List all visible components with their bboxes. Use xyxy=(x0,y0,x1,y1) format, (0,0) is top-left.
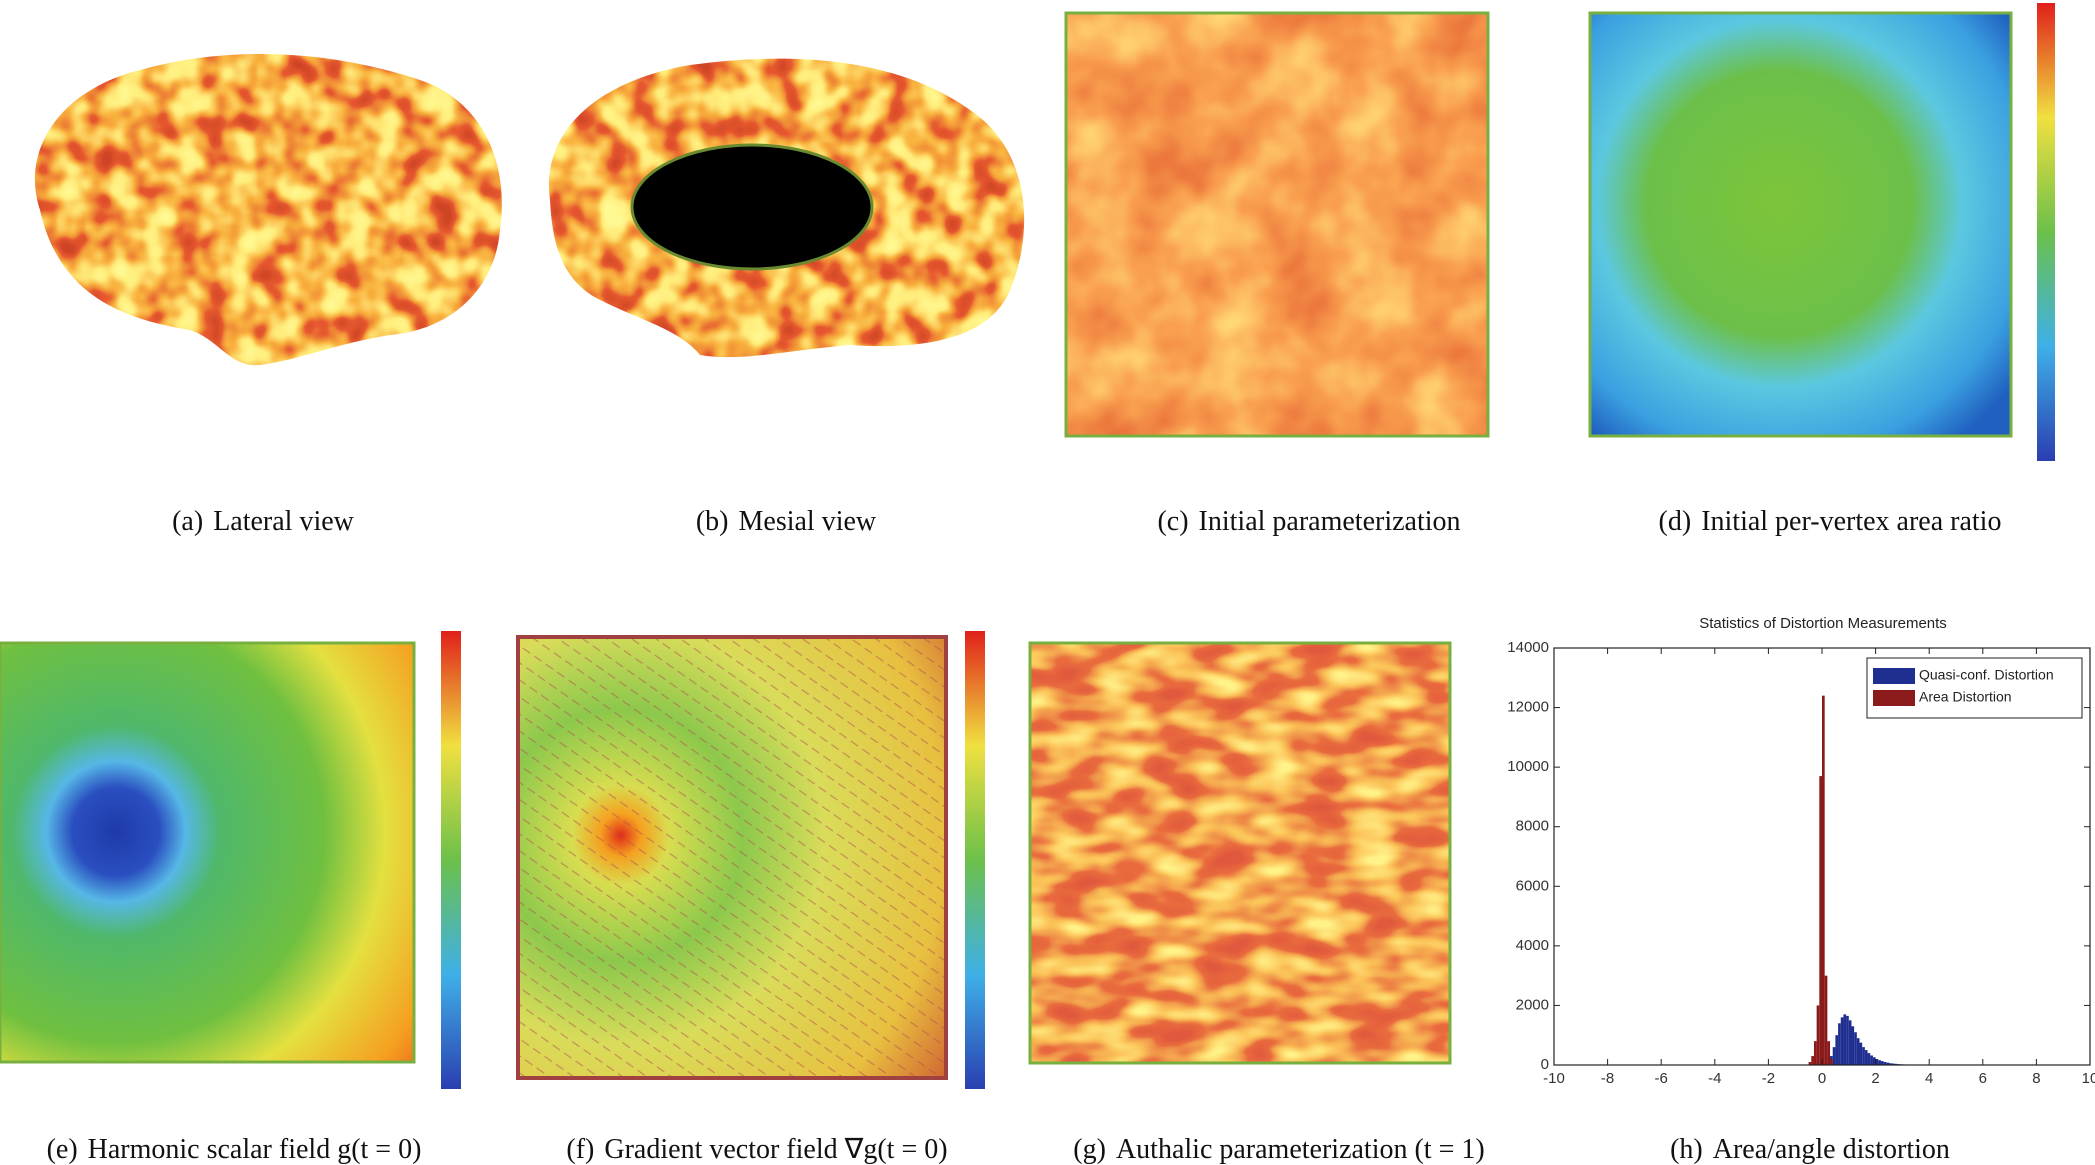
bar xyxy=(1830,1059,1833,1065)
bar xyxy=(1816,1005,1820,1065)
bar xyxy=(1813,1041,1817,1065)
bar xyxy=(1880,1061,1884,1065)
colorbar xyxy=(2037,3,2055,461)
vector-arrows xyxy=(516,635,948,1080)
caption-label: (f) xyxy=(566,1134,594,1165)
histogram: 0 2000 4000 6000 8000 10000 12000 14000 -10 -8 -6 -… xyxy=(1507,639,2095,1087)
caption-label: (c) xyxy=(1157,506,1188,537)
caption-text: Area/angle distortion xyxy=(1713,1134,1950,1165)
bar xyxy=(1824,975,1828,1065)
caption-text: Initial parameterization xyxy=(1199,506,1461,537)
legend-label: Quasi-conf. Distortion xyxy=(1919,667,2054,683)
scalar-field xyxy=(0,641,416,1064)
caption-text: Authalic parameterization (t = 1) xyxy=(1116,1134,1485,1165)
bar xyxy=(1827,1041,1831,1065)
y-tick-label: 14000 xyxy=(1507,639,1549,656)
bar xyxy=(1870,1055,1873,1065)
bar xyxy=(1867,1053,1871,1065)
bar xyxy=(1835,1035,1839,1065)
bar xyxy=(1822,695,1825,1065)
caption-text: Mesial view xyxy=(739,506,877,537)
legend-label: Area Distortion xyxy=(1919,689,2012,705)
x-tick-label: -8 xyxy=(1601,1070,1614,1087)
bar xyxy=(1889,1063,1892,1065)
colorbar xyxy=(441,631,461,1089)
y-tick-label: 0 xyxy=(1541,1056,1549,1073)
mesial-hole xyxy=(630,143,874,271)
legend-swatch xyxy=(1873,668,1915,684)
brain-lateral xyxy=(34,53,502,366)
x-tick-label: 2 xyxy=(1871,1070,1879,1087)
caption-text: Harmonic scalar field g(t = 0) xyxy=(88,1134,422,1165)
caption: (h) Area/angle distortion xyxy=(1670,1134,1950,1165)
bar xyxy=(1848,1020,1852,1065)
caption: (g) Authalic parameterization (t = 1) xyxy=(1073,1134,1484,1165)
bar xyxy=(1886,1062,1889,1065)
bar xyxy=(1875,1059,1879,1065)
chart-title: Statistics of Distortion Measurements xyxy=(1699,615,1947,632)
bar xyxy=(1878,1060,1881,1065)
caption-label: (e) xyxy=(47,1134,78,1165)
bar xyxy=(1864,1050,1868,1065)
caption-label: (h) xyxy=(1670,1134,1703,1165)
x-tick-label: -10 xyxy=(1543,1070,1565,1087)
y-tick-label: 6000 xyxy=(1516,877,1549,894)
x-tick-label: 4 xyxy=(1925,1070,1933,1087)
x-tick-label: -6 xyxy=(1655,1070,1668,1087)
param-initial xyxy=(1066,13,1488,436)
x-tick-label: 8 xyxy=(2032,1070,2040,1087)
bar xyxy=(1854,1032,1857,1065)
frame xyxy=(1028,641,1452,1065)
bar xyxy=(1862,1047,1865,1065)
bar xyxy=(1843,1014,1847,1065)
x-tick-label: -4 xyxy=(1708,1070,1721,1087)
bar xyxy=(1851,1026,1855,1065)
bar xyxy=(1883,1062,1887,1065)
caption-text: Lateral view xyxy=(213,506,354,537)
caption: (f) Gradient vector field ∇g(t = 0) xyxy=(566,1134,947,1165)
caption-label: (g) xyxy=(1073,1134,1106,1165)
x-tick-label: 6 xyxy=(1979,1070,1987,1087)
x-tick-label: -2 xyxy=(1762,1070,1775,1087)
caption-text: Initial per-vertex area ratio xyxy=(1701,506,2001,537)
x-tick-label: 10 xyxy=(2082,1070,2095,1087)
x-tick-label: 0 xyxy=(1818,1070,1826,1087)
caption-label: (b) xyxy=(696,506,729,537)
bar xyxy=(1859,1042,1863,1065)
legend-swatch xyxy=(1873,690,1915,706)
caption: (c) Initial parameterization xyxy=(1157,506,1460,537)
bar xyxy=(1811,1056,1814,1065)
bar xyxy=(1846,1015,1849,1065)
caption: (a) Lateral view xyxy=(172,506,355,537)
param-authalic xyxy=(1030,643,1450,1063)
frame xyxy=(1064,11,1490,438)
bar xyxy=(1832,1047,1836,1065)
bar xyxy=(1808,1062,1812,1065)
caption-text: Gradient vector field ∇g(t = 0) xyxy=(604,1134,947,1165)
bar xyxy=(1891,1063,1895,1065)
caption-label: (a) xyxy=(172,506,203,537)
y-tick-label: 12000 xyxy=(1507,699,1549,716)
area-ratio-map xyxy=(1588,11,2013,438)
bar xyxy=(1856,1038,1860,1065)
y-tick-label: 2000 xyxy=(1516,996,1549,1013)
caption: (d) Initial per-vertex area ratio xyxy=(1659,506,2002,537)
caption: (e) Harmonic scalar field g(t = 0) xyxy=(47,1134,422,1165)
y-tick-label: 10000 xyxy=(1507,758,1549,775)
bar xyxy=(1840,1017,1844,1065)
bar xyxy=(1819,776,1822,1065)
bar xyxy=(1838,1023,1841,1065)
bar xyxy=(1872,1057,1876,1065)
caption: (b) Mesial view xyxy=(696,506,877,537)
colorbar xyxy=(965,631,985,1089)
y-tick-label: 8000 xyxy=(1516,818,1549,835)
caption-label: (d) xyxy=(1659,506,1692,537)
y-tick-label: 4000 xyxy=(1516,937,1549,954)
